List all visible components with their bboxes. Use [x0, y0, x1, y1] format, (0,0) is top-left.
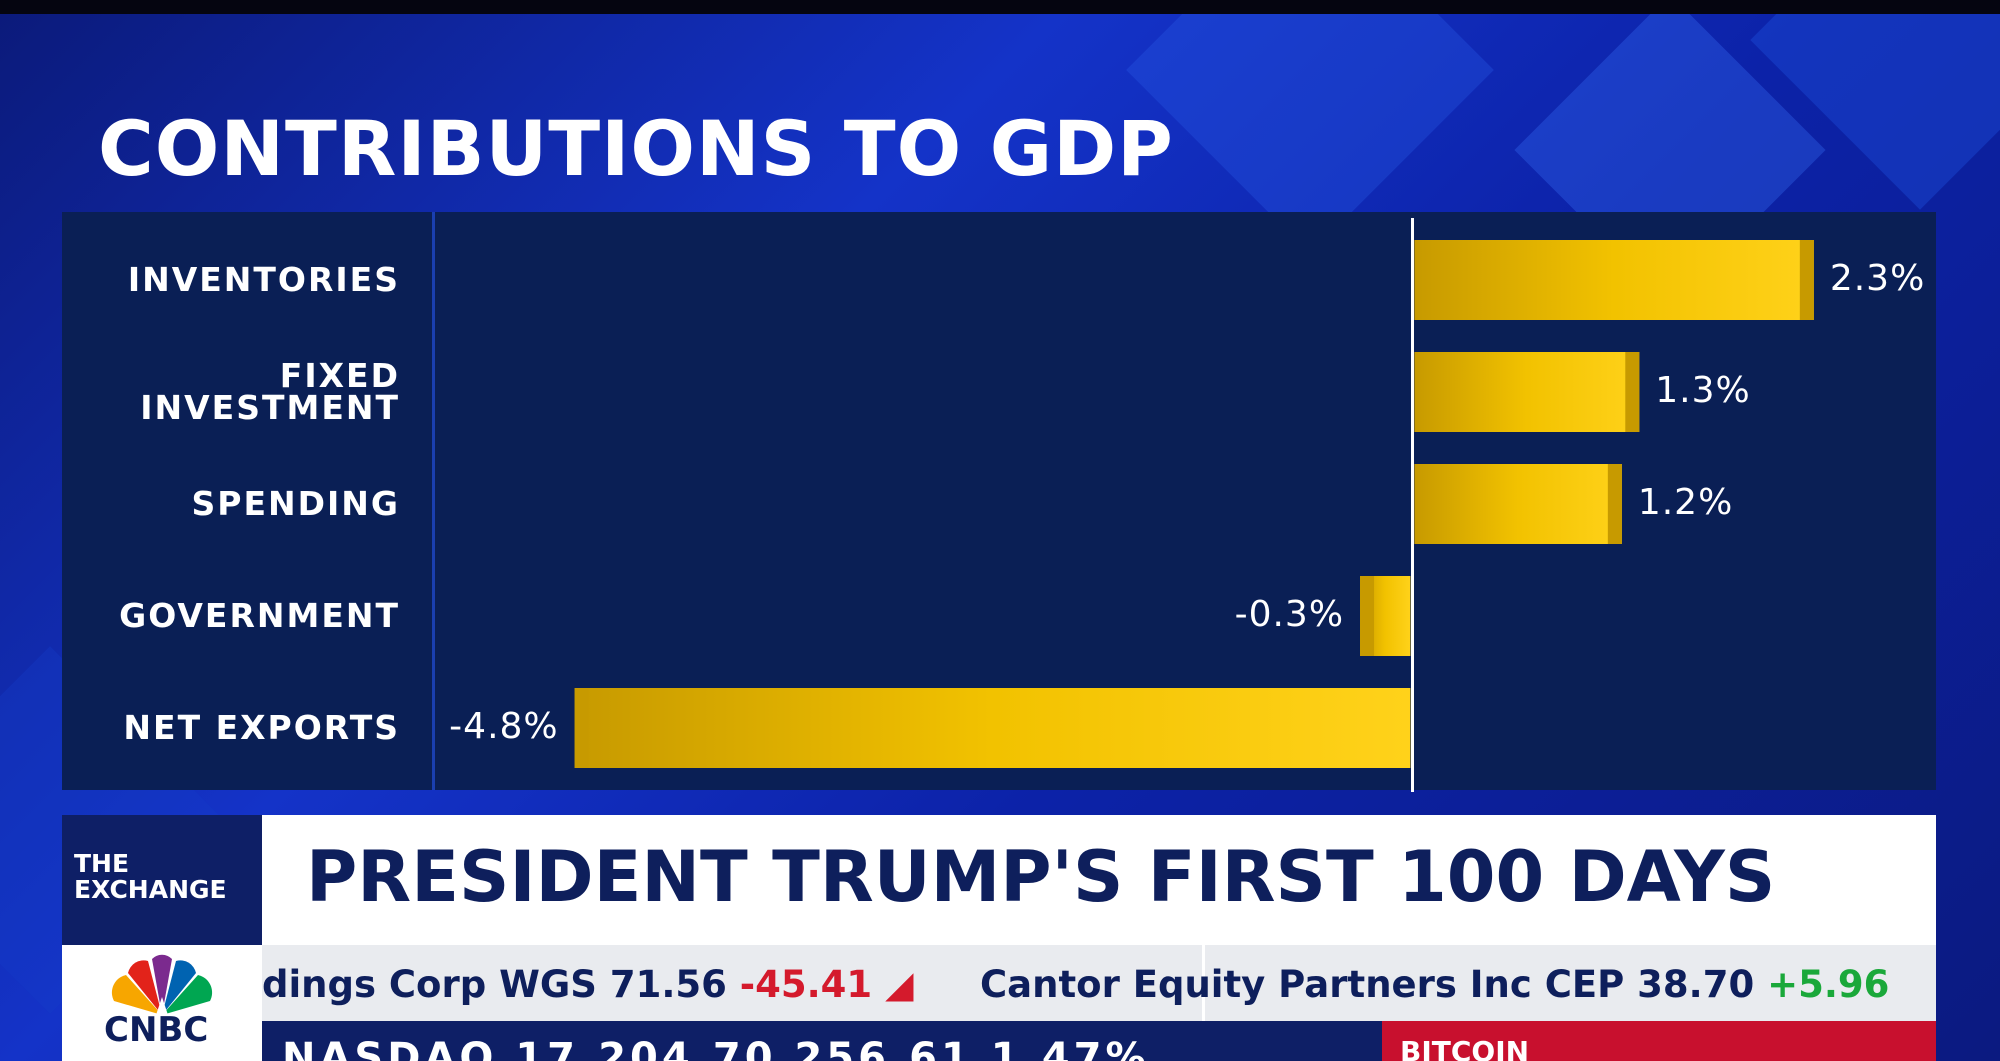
top-letterbox-bar [0, 0, 2000, 14]
down-arrow-icon: ◢ [885, 963, 914, 1006]
bar-end-cap [1799, 240, 1814, 320]
ticker-change: -45.41 [739, 963, 873, 1006]
value-label: 2.3% [1829, 258, 1926, 299]
ticker-price: 71.56 [609, 963, 727, 1006]
value-label: -4.8% [449, 706, 559, 747]
category-label: SPENDING [191, 484, 400, 523]
value-label: 1.2% [1637, 482, 1734, 523]
ticker-item: Cantor Equity Partners Inc CEP 38.70 +5.… [980, 963, 1889, 1006]
value-label: 1.3% [1655, 370, 1751, 411]
network-logo-box [62, 945, 262, 1061]
bar [1414, 464, 1622, 544]
ticker-item: dings Corp WGS 71.56 -45.41 ◢ [262, 963, 914, 1006]
ticker-company: Cantor Equity Partners Inc [980, 963, 1532, 1006]
bar [1414, 240, 1814, 320]
ticker-price: 38.70 [1637, 963, 1755, 1006]
category-label: NET EXPORTS [123, 708, 400, 747]
category-label: FIXED INVESTMENT [140, 356, 400, 427]
network-logo-text: CNBC [104, 1010, 209, 1050]
headline-bar [262, 815, 1936, 945]
category-label: INVENTORIES [127, 260, 400, 299]
show-name: THE EXCHANGE [74, 849, 227, 904]
ticker-separator [1202, 945, 1205, 1021]
value-label: -0.3% [1234, 594, 1345, 635]
index-ticker-text: NASDAQ 17,204.70 256.61 1.47% [282, 1035, 1150, 1061]
category-label: GOVERNMENT [119, 596, 400, 635]
show-name-badge: THE EXCHANGE [62, 815, 262, 945]
index-ticker: NASDAQ 17,204.70 256.61 1.47% [262, 1021, 1382, 1061]
chart-title: CONTRIBUTIONS TO GDP [98, 104, 1174, 193]
stock-ticker: dings Corp WGS 71.56 -45.41 ◢ Cantor Equ… [262, 945, 1936, 1021]
bar [574, 688, 1411, 768]
headline: PRESIDENT TRUMP'S FIRST 100 DAYS [306, 836, 1776, 918]
bar [1414, 352, 1640, 432]
bar-end-cap [574, 688, 589, 768]
bar-end-cap [1625, 352, 1640, 432]
ticker-symbol: WGS [499, 963, 597, 1006]
ticker-symbol: CEP [1544, 963, 1625, 1006]
bitcoin-label: BITCOIN [1400, 1035, 1530, 1061]
bitcoin-badge: BITCOIN [1382, 1021, 1936, 1061]
zero-axis-line [1411, 218, 1415, 792]
bar-end-cap [1607, 464, 1622, 544]
bar-end-cap [1360, 576, 1375, 656]
ticker-company: dings Corp [262, 963, 487, 1006]
peacock-icon [111, 954, 213, 1015]
ticker-change: +5.96 [1767, 963, 1890, 1006]
label-divider [432, 212, 435, 790]
